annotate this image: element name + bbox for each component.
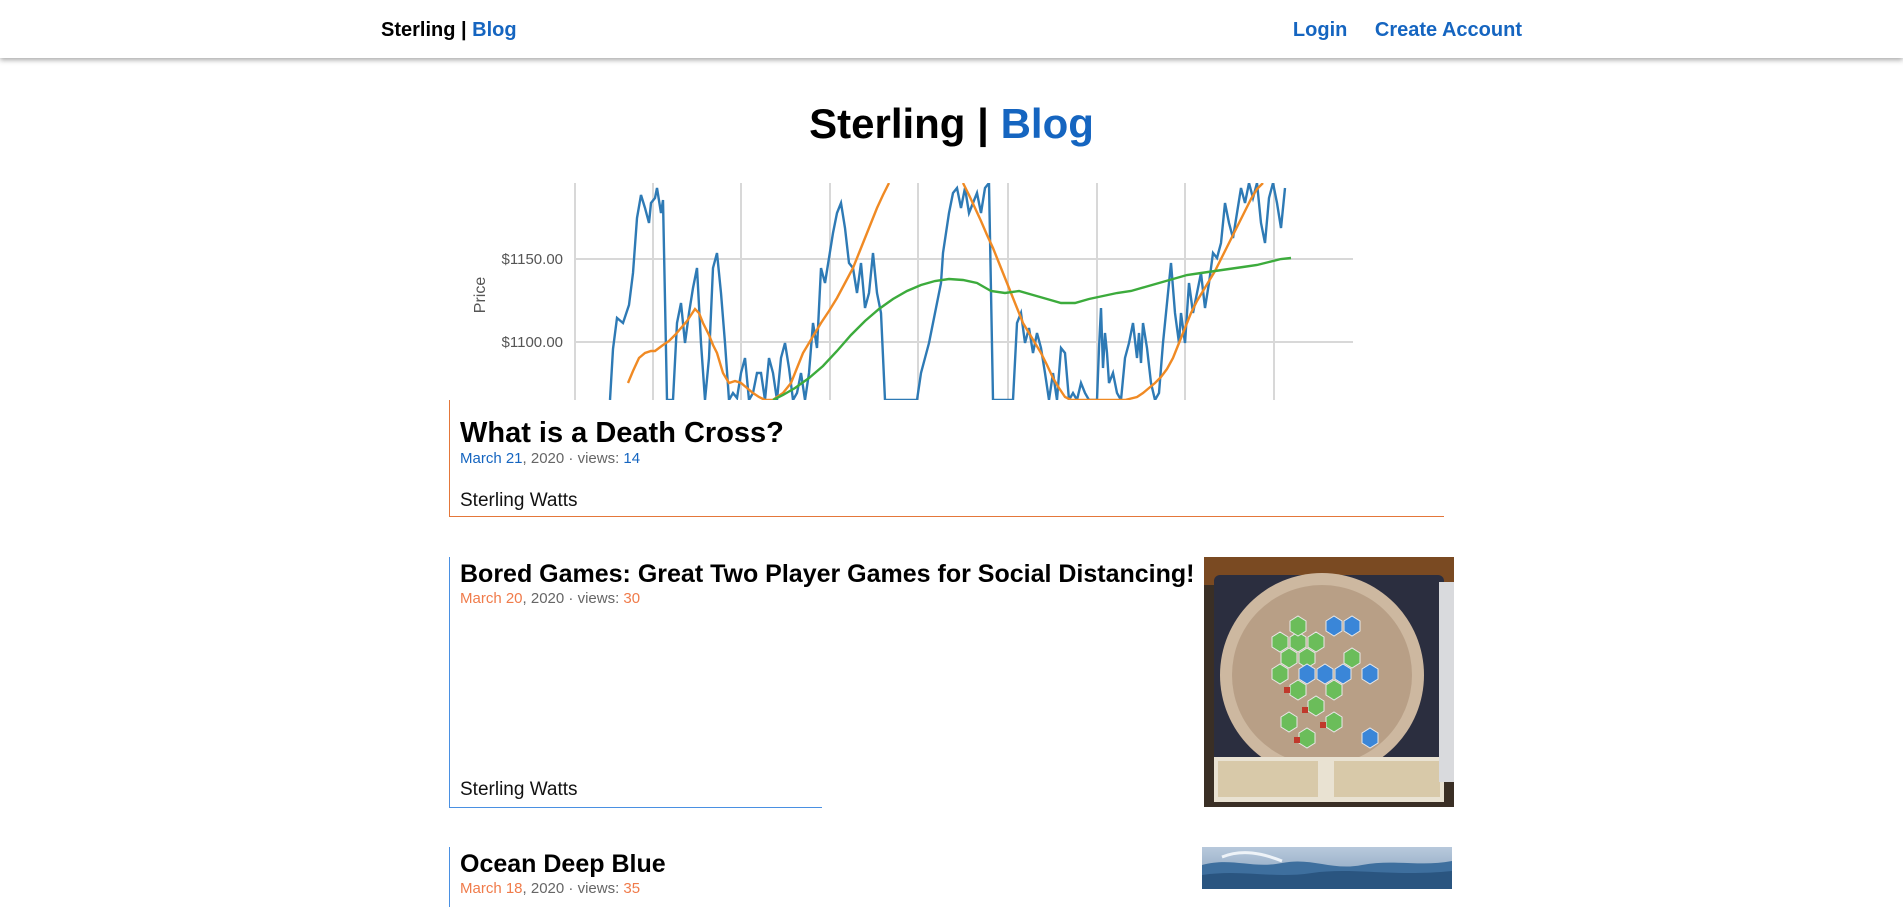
site-title-left: Sterling (809, 100, 966, 147)
board-game-image[interactable] (1204, 557, 1454, 807)
price-chart-graphic: Price $1150.00 $1100.00 (473, 183, 1353, 400)
login-link[interactable]: Login (1292, 19, 1348, 41)
chart-tick-1150: $1150.00 (502, 251, 563, 268)
post-year-views-label: , 2020 · views: (522, 590, 624, 607)
chart-line-blue (608, 183, 1287, 400)
site-title-right: Blog (1000, 100, 1094, 147)
nav-brand-left: Sterling (381, 19, 456, 41)
post-card[interactable]: What is a Death Cross? March 21, 2020 · … (449, 400, 1444, 517)
post-card[interactable]: Ocean Deep Blue March 18, 2020 · views: … (449, 847, 666, 907)
nav-brand-right: Blog (472, 19, 517, 41)
post-title[interactable]: Bored Games: Great Two Player Games for … (460, 560, 1195, 588)
post-views: 30 (623, 590, 641, 607)
post-meta: March 21, 2020 · views: 14 (460, 450, 640, 468)
nav-brand[interactable]: Sterling | Blog (381, 19, 517, 42)
site-title-sep: | (965, 100, 1001, 147)
nav-brand-sep: | (455, 19, 473, 41)
post-card[interactable]: Bored Games: Great Two Player Games for … (449, 557, 1195, 808)
top-navbar: Sterling | Blog Login Create Account (0, 0, 1903, 58)
site-title: Sterling | Blog (0, 100, 1903, 148)
post-title[interactable]: Ocean Deep Blue (460, 850, 666, 878)
post-author: Sterling Watts (460, 490, 578, 511)
post-meta: March 20, 2020 · views: 30 (460, 590, 640, 608)
post-date: March 20 (460, 590, 523, 607)
nav-links: Login Create Account (1271, 19, 1522, 42)
chart-tick-1100: $1100.00 (502, 334, 563, 351)
create-account-link[interactable]: Create Account (1374, 19, 1522, 41)
hero-chart-image[interactable]: Price $1150.00 $1100.00 (473, 183, 1358, 400)
post-date: March 21 (460, 450, 523, 467)
post-title[interactable]: What is a Death Cross? (460, 417, 784, 449)
chart-line-green (772, 256, 1292, 400)
post-year-views-label: , 2020 · views: (522, 450, 624, 467)
chart-line-orange-right (961, 183, 1264, 400)
post-views: 14 (623, 450, 641, 467)
chart-ylabel: Price (473, 277, 489, 314)
post-author: Sterling Watts (460, 779, 578, 800)
post-meta: March 18, 2020 · views: 35 (460, 880, 640, 898)
chart-line-orange (626, 183, 891, 400)
board-game-graphic (1204, 557, 1454, 807)
ocean-graphic (1202, 847, 1452, 889)
ocean-image[interactable] (1202, 847, 1452, 889)
